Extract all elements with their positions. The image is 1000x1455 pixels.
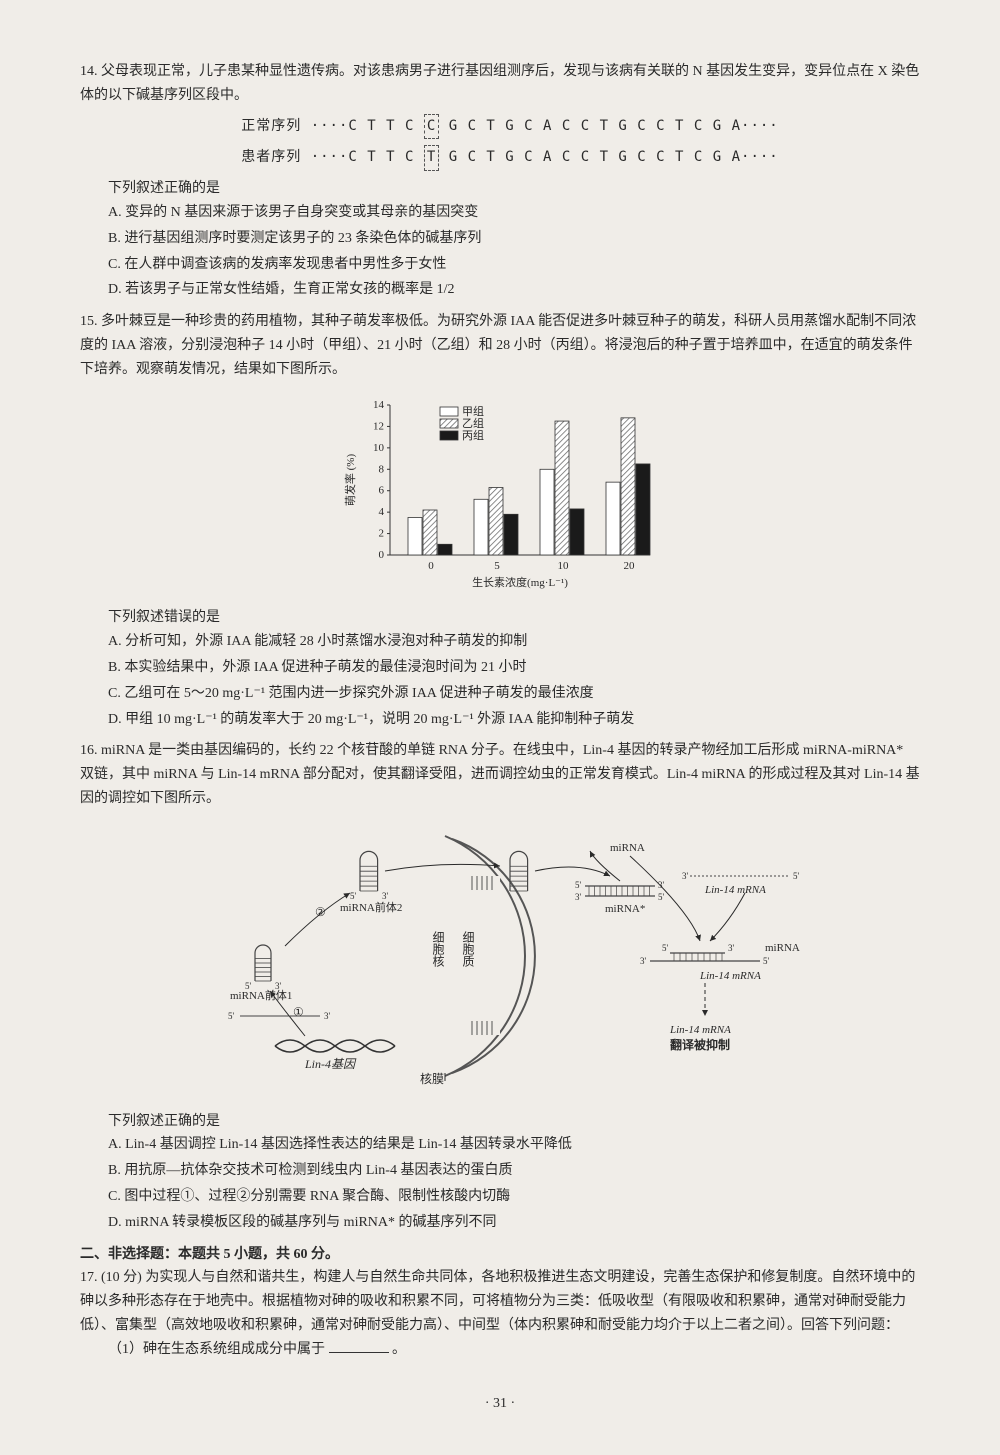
svg-text:5': 5'	[350, 891, 357, 901]
q15-option-b: B. 本实验结果中，外源 IAA 促进种子萌发的最佳浸泡时间为 21 小时	[108, 656, 920, 680]
seq-prefix: ····C T T C	[311, 118, 415, 134]
svg-text:14: 14	[373, 399, 385, 411]
q16-option-d: D. miRNA 转录模板区段的碱基序列与 miRNA* 的碱基序列不同	[108, 1211, 920, 1235]
svg-text:5': 5'	[228, 1011, 235, 1021]
svg-text:3': 3'	[728, 943, 735, 953]
svg-text:miRNA前体1: miRNA前体1	[230, 988, 292, 1002]
svg-text:miRNA*: miRNA*	[605, 903, 645, 915]
svg-text:miRNA: miRNA	[610, 842, 645, 854]
svg-text:核膜: 核膜	[420, 1072, 444, 1086]
q14-option-d: D. 若该男子与正常女性结婚，生育正常女孩的概率是 1/2	[108, 278, 920, 302]
svg-text:4: 4	[379, 506, 385, 518]
question-15: 15. 多叶棘豆是一种珍贵的药用植物，其种子萌发率极低。为研究外源 IAA 能否…	[80, 310, 920, 731]
q16-stem2: 下列叙述正确的是	[108, 1110, 920, 1134]
blank-line	[329, 1352, 389, 1353]
question-14: 14. 父母表现正常，儿子患某种显性遗传病。对该患病男子进行基因组测序后，发现与…	[80, 60, 920, 302]
q17-sub1-end: 。	[392, 1342, 406, 1357]
svg-text:5': 5'	[763, 956, 770, 966]
svg-text:3': 3'	[275, 981, 282, 991]
q14-option-c: C. 在人群中调查该病的发病率发现患者中男性多于女性	[108, 253, 920, 277]
q14-seq-normal: 正常序列 ····C T T C C G C T G C A C C T G C…	[80, 114, 920, 140]
svg-text:①: ①	[293, 1005, 304, 1019]
svg-text:②: ②	[315, 905, 326, 919]
svg-text:Lin-14 mRNA: Lin-14 mRNA	[704, 884, 766, 896]
q15-chart: 0 2 4 6 8 10 12 14 萌发率 (%) 0 5 10 20 生长素浓度(mg·L⁻¹) 甲组乙…	[80, 390, 920, 599]
svg-text:10: 10	[373, 441, 385, 453]
q15-option-d: D. 甲组 10 mg·L⁻¹ 的萌发率大于 20 mg·L⁻¹，说明 20 m…	[108, 708, 920, 732]
q16-num: 16.	[80, 743, 98, 758]
svg-text:Lin-14 mRNA: Lin-14 mRNA	[699, 970, 761, 982]
q16-option-a: A. Lin-4 基因调控 Lin-14 基因选择性表达的结果是 Lin-14 …	[108, 1133, 920, 1157]
page-number: · 31 ·	[80, 1392, 920, 1416]
svg-text:3': 3'	[682, 871, 689, 881]
q15-option-c: C. 乙组可在 5～20 mg·L⁻¹ 范围内进一步探究外源 IAA 促进种子萌…	[108, 682, 920, 706]
q15-num: 15.	[80, 314, 98, 329]
label-patient: 患者序列	[221, 146, 301, 170]
seq-normal-box: C	[424, 114, 439, 140]
svg-text:2: 2	[379, 527, 385, 539]
svg-text:Lin-14 mRNA: Lin-14 mRNA	[669, 1024, 731, 1036]
q17-num: 17.	[80, 1270, 98, 1285]
svg-text:翻译被抑制: 翻译被抑制	[670, 1037, 730, 1052]
seq-prefix2: ····C T T C	[311, 149, 415, 165]
q17-text: 为实现人与自然和谐共生，构建人与自然生命共同体，各地积极推进生态文明建设，完善生…	[80, 1270, 915, 1333]
svg-text:8: 8	[379, 463, 385, 475]
q14-seq-patient: 患者序列 ····C T T C T G C T G C A C C T G C…	[80, 145, 920, 171]
svg-text:0: 0	[428, 560, 434, 572]
svg-text:20: 20	[624, 560, 636, 572]
q15-text: 多叶棘豆是一种珍贵的药用植物，其种子萌发率极低。为研究外源 IAA 能否促进多叶…	[80, 314, 916, 377]
mirna-diagram-svg: 细胞核细胞质核膜Lin-4基因①miRNA前体15'3'5'3'②miRNA前体…	[190, 821, 810, 1091]
q17-sub1: （1）砷在生态系统组成成分中属于 。	[108, 1338, 920, 1362]
q15-stem2: 下列叙述错误的是	[108, 606, 920, 630]
q16-text: miRNA 是一类由基因编码的，长约 22 个核苷酸的单链 RNA 分子。在线虫…	[80, 743, 920, 806]
svg-text:生长素浓度(mg·L⁻¹): 生长素浓度(mg·L⁻¹)	[472, 575, 568, 589]
bar-chart-svg: 0 2 4 6 8 10 12 14 萌发率 (%) 0 5 10 20 生长素浓度(mg·L⁻¹) 甲组乙…	[340, 390, 660, 590]
svg-text:5': 5'	[793, 871, 800, 881]
q16-options: A. Lin-4 基因调控 Lin-14 基因选择性表达的结果是 Lin-14 …	[108, 1133, 920, 1234]
q14-text: 父母表现正常，儿子患某种显性遗传病。对该患病男子进行基因组测序后，发现与该病有关…	[80, 64, 919, 103]
svg-text:Lin-4基因: Lin-4基因	[304, 1057, 357, 1071]
q17-sub1-text: （1）砷在生态系统组成成分中属于	[108, 1342, 325, 1357]
seq-patient-box: T	[424, 145, 439, 171]
q16-option-c: C. 图中过程①、过程②分别需要 RNA 聚合酶、限制性核酸内切酶	[108, 1185, 920, 1209]
q14-option-a: A. 变异的 N 基因来源于该男子自身突变或其母亲的基因突变	[108, 201, 920, 225]
label-normal: 正常序列	[221, 115, 301, 139]
svg-text:甲组: 甲组	[462, 404, 484, 418]
seq-suffix2: G C T G C A C C T G C C T C G A····	[449, 149, 779, 165]
q16-diagram: 细胞核细胞质核膜Lin-4基因①miRNA前体15'3'5'3'②miRNA前体…	[80, 821, 920, 1100]
svg-text:乙组: 乙组	[462, 416, 484, 430]
q15-options: A. 分析可知，外源 IAA 能减轻 28 小时蒸馏水浸泡对种子萌发的抑制 B.…	[108, 630, 920, 731]
svg-text:细胞核: 细胞核	[431, 930, 445, 966]
section2-head: 二、非选择题：本题共 5 小题，共 60 分。	[80, 1243, 920, 1267]
svg-text:3': 3'	[382, 891, 389, 901]
svg-text:10: 10	[558, 560, 570, 572]
q14-options: A. 变异的 N 基因来源于该男子自身突变或其母亲的基因突变 B. 进行基因组测…	[108, 201, 920, 302]
svg-text:5': 5'	[662, 943, 669, 953]
svg-text:5: 5	[494, 560, 500, 572]
question-17: 17. (10 分) 为实现人与自然和谐共生，构建人与自然生命共同体，各地积极推…	[80, 1266, 920, 1361]
q17-points: (10 分)	[101, 1270, 142, 1285]
svg-text:miRNA: miRNA	[765, 942, 800, 954]
svg-text:5': 5'	[245, 981, 252, 991]
question-16: 16. miRNA 是一类由基因编码的，长约 22 个核苷酸的单链 RNA 分子…	[80, 739, 920, 1234]
q14-num: 14.	[80, 64, 98, 79]
svg-text:丙组: 丙组	[462, 428, 484, 442]
seq-suffix: G C T G C A C C T G C C T C G A····	[449, 118, 779, 134]
svg-text:0: 0	[379, 549, 385, 561]
q14-stem2: 下列叙述正确的是	[108, 177, 920, 201]
svg-text:12: 12	[373, 420, 384, 432]
svg-text:细胞质: 细胞质	[461, 930, 475, 966]
q16-option-b: B. 用抗原—抗体杂交技术可检测到线虫内 Lin-4 基因表达的蛋白质	[108, 1159, 920, 1183]
svg-text:萌发率 (%): 萌发率 (%)	[343, 453, 357, 506]
svg-text:3': 3'	[640, 956, 647, 966]
svg-text:5': 5'	[575, 880, 582, 890]
svg-text:5': 5'	[658, 892, 665, 902]
q14-option-b: B. 进行基因组测序时要测定该男子的 23 条染色体的碱基序列	[108, 227, 920, 251]
q15-option-a: A. 分析可知，外源 IAA 能减轻 28 小时蒸馏水浸泡对种子萌发的抑制	[108, 630, 920, 654]
svg-text:3': 3'	[575, 892, 582, 902]
svg-text:6: 6	[379, 484, 385, 496]
svg-text:3': 3'	[324, 1011, 331, 1021]
svg-text:miRNA前体2: miRNA前体2	[340, 900, 402, 914]
